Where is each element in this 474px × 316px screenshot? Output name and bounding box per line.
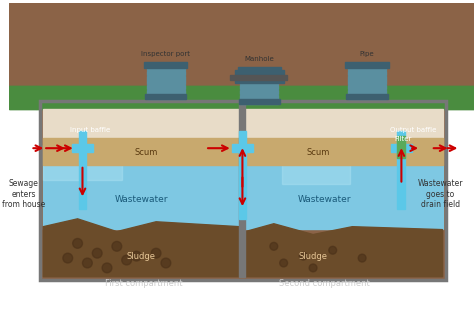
- Bar: [348, 81, 386, 84]
- Bar: [79, 131, 86, 209]
- Text: Sludge: Sludge: [299, 252, 328, 261]
- Bar: [144, 62, 188, 68]
- Text: First compartment: First compartment: [105, 279, 182, 288]
- Bar: [9, 86, 36, 109]
- Bar: [240, 76, 278, 80]
- Text: Second compartment: Second compartment: [280, 279, 370, 288]
- Bar: [348, 85, 386, 89]
- Bar: [240, 95, 278, 99]
- Text: Scum: Scum: [135, 148, 158, 157]
- Text: Inspector port: Inspector port: [141, 51, 191, 57]
- Circle shape: [329, 246, 337, 254]
- Bar: [146, 94, 186, 99]
- Circle shape: [309, 264, 317, 272]
- Text: Wastewater: Wastewater: [298, 195, 352, 204]
- Bar: [240, 90, 278, 94]
- Bar: [240, 85, 278, 89]
- Circle shape: [132, 251, 141, 261]
- Circle shape: [300, 252, 307, 260]
- Bar: [147, 85, 184, 89]
- Bar: [246, 109, 443, 148]
- Text: Input baffle: Input baffle: [70, 127, 110, 133]
- Polygon shape: [43, 145, 239, 229]
- Bar: [40, 101, 446, 280]
- Bar: [398, 137, 405, 158]
- Bar: [391, 144, 412, 152]
- Bar: [398, 131, 405, 209]
- Bar: [9, 3, 474, 86]
- Circle shape: [270, 242, 278, 250]
- Bar: [240, 100, 278, 104]
- Bar: [36, 86, 448, 109]
- Bar: [348, 95, 386, 99]
- Bar: [147, 66, 184, 70]
- Bar: [346, 94, 388, 99]
- Bar: [147, 95, 184, 99]
- Circle shape: [151, 248, 161, 258]
- Text: c: c: [236, 23, 247, 42]
- Circle shape: [92, 248, 102, 258]
- Text: Output baffle: Output baffle: [390, 127, 436, 133]
- Bar: [348, 76, 386, 80]
- Bar: [448, 86, 474, 109]
- Circle shape: [161, 258, 171, 268]
- Bar: [238, 99, 280, 104]
- Bar: [238, 131, 246, 219]
- Text: Wastewater
goes to
drain field: Wastewater goes to drain field: [418, 179, 463, 209]
- Circle shape: [63, 253, 73, 263]
- Polygon shape: [246, 145, 443, 229]
- Bar: [9, 86, 474, 109]
- Circle shape: [122, 255, 132, 265]
- Bar: [348, 90, 386, 94]
- Circle shape: [112, 241, 122, 251]
- Text: Manhole: Manhole: [244, 56, 274, 62]
- Bar: [237, 67, 281, 73]
- Circle shape: [102, 263, 112, 273]
- Text: Filter: Filter: [394, 136, 412, 142]
- Circle shape: [358, 254, 366, 262]
- Bar: [239, 101, 246, 277]
- Circle shape: [73, 239, 82, 248]
- Bar: [230, 75, 287, 81]
- Bar: [240, 71, 278, 75]
- Polygon shape: [43, 138, 239, 165]
- Bar: [240, 81, 278, 84]
- Bar: [235, 70, 283, 83]
- Text: Sewage
enters
from house: Sewage enters from house: [2, 179, 45, 209]
- Bar: [147, 71, 184, 75]
- Polygon shape: [246, 138, 443, 165]
- Bar: [147, 81, 184, 84]
- Circle shape: [82, 258, 92, 268]
- Bar: [348, 66, 386, 70]
- Bar: [72, 144, 93, 152]
- Bar: [232, 144, 253, 152]
- Polygon shape: [246, 224, 443, 277]
- Bar: [346, 62, 389, 68]
- Bar: [147, 76, 184, 80]
- Text: Wastewater: Wastewater: [115, 195, 168, 204]
- Bar: [282, 155, 350, 185]
- Bar: [147, 90, 184, 94]
- Polygon shape: [43, 219, 239, 277]
- Bar: [43, 145, 122, 179]
- Bar: [348, 71, 386, 75]
- Text: Sludge: Sludge: [127, 252, 156, 261]
- Bar: [40, 101, 446, 280]
- Bar: [43, 109, 239, 148]
- Text: Scum: Scum: [306, 148, 330, 157]
- Text: Pipe: Pipe: [360, 51, 374, 57]
- Circle shape: [280, 259, 288, 267]
